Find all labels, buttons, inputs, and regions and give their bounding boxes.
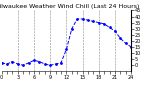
Title: Milwaukee Weather Wind Chill (Last 24 Hours): Milwaukee Weather Wind Chill (Last 24 Ho… xyxy=(0,4,139,9)
